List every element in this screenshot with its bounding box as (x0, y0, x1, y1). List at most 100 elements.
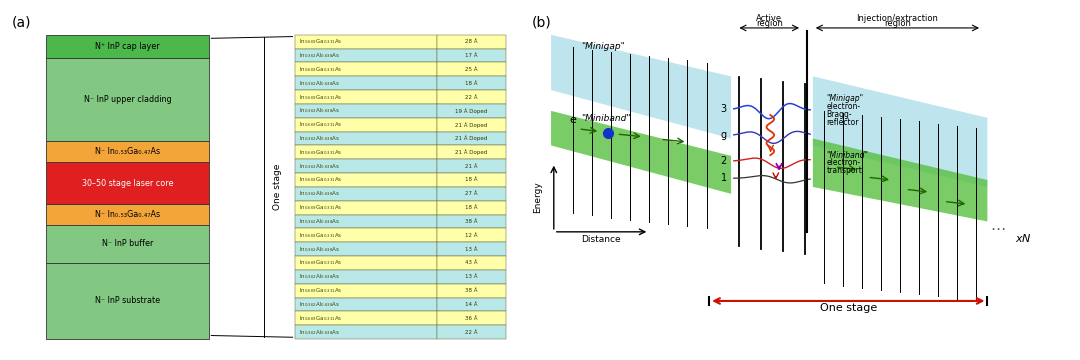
Bar (295, 132, 437, 145)
Text: One stage: One stage (273, 164, 282, 210)
Text: 27 Å: 27 Å (465, 191, 477, 196)
Text: 36 Å: 36 Å (465, 316, 477, 321)
Text: Injection/extraction: Injection/extraction (856, 14, 939, 23)
Bar (295, 145, 437, 159)
Bar (437, 104, 505, 118)
Bar (437, 173, 505, 187)
Text: $\rm In_{0.669}Ga_{0.331}As$: $\rm In_{0.669}Ga_{0.331}As$ (298, 286, 342, 295)
Text: 18 Å: 18 Å (465, 205, 477, 210)
Text: $\rm In_{0.362}Al_{0.638}As$: $\rm In_{0.362}Al_{0.638}As$ (298, 162, 340, 171)
Bar (295, 187, 437, 201)
Bar (46, 35, 208, 58)
Text: reflector: reflector (826, 118, 859, 127)
Polygon shape (551, 35, 731, 139)
Text: N⁻ In₀.₅₃Ga₀.₄₇As: N⁻ In₀.₅₃Ga₀.₄₇As (95, 210, 160, 219)
Bar (295, 297, 437, 311)
Text: 43 Å: 43 Å (465, 260, 477, 265)
Bar (437, 118, 505, 132)
Text: $\rm In_{0.362}Al_{0.638}As$: $\rm In_{0.362}Al_{0.638}As$ (298, 189, 340, 198)
Text: "Miniband": "Miniband" (826, 150, 868, 159)
Text: $\rm In_{0.362}Al_{0.638}As$: $\rm In_{0.362}Al_{0.638}As$ (298, 300, 340, 309)
Bar (295, 325, 437, 339)
Text: $\rm In_{0.669}Ga_{0.331}As$: $\rm In_{0.669}Ga_{0.331}As$ (298, 314, 342, 323)
Bar (437, 187, 505, 201)
Text: $\rm In_{0.669}Ga_{0.331}As$: $\rm In_{0.669}Ga_{0.331}As$ (298, 176, 342, 184)
Bar (437, 201, 505, 215)
Text: 30–50 stage laser core: 30–50 stage laser core (82, 179, 173, 188)
Text: 13 Å: 13 Å (465, 274, 477, 279)
Text: "Miniband": "Miniband" (581, 114, 631, 123)
Bar (295, 228, 437, 242)
Polygon shape (551, 111, 731, 194)
Text: 21 Å Doped: 21 Å Doped (456, 136, 487, 141)
Bar (437, 35, 505, 49)
Text: "Minigap": "Minigap" (826, 94, 864, 103)
Text: 21 Å Doped: 21 Å Doped (456, 122, 487, 127)
Text: 19 Å Doped: 19 Å Doped (456, 108, 487, 114)
Text: Energy: Energy (532, 181, 542, 213)
Text: 25 Å: 25 Å (465, 67, 477, 72)
Bar (46, 141, 208, 162)
Text: 12 Å: 12 Å (465, 233, 477, 238)
Bar (437, 242, 505, 256)
Text: 18 Å: 18 Å (465, 81, 477, 86)
Bar (437, 297, 505, 311)
Text: g: g (720, 130, 727, 140)
Bar (437, 145, 505, 159)
Text: 22 Å: 22 Å (465, 95, 477, 100)
Text: $\rm In_{0.669}Ga_{0.331}As$: $\rm In_{0.669}Ga_{0.331}As$ (298, 148, 342, 157)
Text: N⁻ InP substrate: N⁻ InP substrate (95, 297, 160, 305)
Bar (437, 311, 505, 325)
Bar (46, 58, 208, 141)
Text: electron-: electron- (826, 102, 861, 111)
Bar (295, 201, 437, 215)
Text: $\rm In_{0.362}Al_{0.638}As$: $\rm In_{0.362}Al_{0.638}As$ (298, 107, 340, 115)
Text: region: region (883, 19, 910, 28)
Text: $\rm In_{0.362}Al_{0.638}As$: $\rm In_{0.362}Al_{0.638}As$ (298, 272, 340, 281)
Bar (295, 49, 437, 63)
Text: $\rm In_{0.669}Ga_{0.331}As$: $\rm In_{0.669}Ga_{0.331}As$ (298, 120, 342, 129)
Bar (295, 242, 437, 256)
Bar (437, 132, 505, 145)
Text: 21 Å Doped: 21 Å Doped (456, 149, 487, 155)
Text: "Minigap": "Minigap" (581, 42, 625, 51)
Text: 38 Å: 38 Å (465, 219, 477, 224)
Text: 13 Å: 13 Å (465, 247, 477, 252)
Text: $\rm In_{0.362}Al_{0.638}As$: $\rm In_{0.362}Al_{0.638}As$ (298, 245, 340, 253)
Text: 2: 2 (720, 156, 727, 166)
Text: electron-: electron- (826, 158, 861, 167)
Text: transport: transport (826, 166, 862, 175)
Bar (437, 284, 505, 297)
Text: Distance: Distance (581, 235, 621, 244)
Text: 18 Å: 18 Å (465, 177, 477, 183)
Text: 21 Å: 21 Å (465, 164, 477, 169)
Bar (437, 159, 505, 173)
Text: $\rm In_{0.362}Al_{0.638}As$: $\rm In_{0.362}Al_{0.638}As$ (298, 51, 340, 60)
Text: $\it{x}$$\it{N}$: $\it{x}$$\it{N}$ (1015, 232, 1031, 244)
Text: Active: Active (756, 14, 782, 23)
Text: $\rm In_{0.362}Al_{0.638}As$: $\rm In_{0.362}Al_{0.638}As$ (298, 328, 340, 337)
Polygon shape (813, 76, 987, 187)
Text: $\rm In_{0.669}Ga_{0.331}As$: $\rm In_{0.669}Ga_{0.331}As$ (298, 203, 342, 212)
Bar (437, 325, 505, 339)
Text: N⁺ InP cap layer: N⁺ InP cap layer (95, 42, 160, 51)
Bar (46, 263, 208, 339)
Text: $\cdots$: $\cdots$ (990, 220, 1005, 235)
Bar (295, 256, 437, 270)
Text: 3: 3 (720, 104, 727, 114)
Text: (a): (a) (11, 16, 31, 30)
Bar (295, 76, 437, 90)
Text: region: region (756, 19, 783, 28)
Text: $\rm In_{0.669}Ga_{0.331}As$: $\rm In_{0.669}Ga_{0.331}As$ (298, 258, 342, 267)
Text: (b): (b) (532, 16, 552, 30)
Bar (295, 63, 437, 76)
Text: 38 Å: 38 Å (465, 288, 477, 293)
Text: N⁻ InP upper cladding: N⁻ InP upper cladding (84, 95, 172, 104)
Bar (295, 173, 437, 187)
Bar (437, 90, 505, 104)
Text: $\rm In_{0.669}Ga_{0.331}As$: $\rm In_{0.669}Ga_{0.331}As$ (298, 231, 342, 240)
Text: $\rm In_{0.362}Al_{0.638}As$: $\rm In_{0.362}Al_{0.638}As$ (298, 134, 340, 143)
Bar (295, 159, 437, 173)
Text: $\rm In_{0.669}Ga_{0.331}As$: $\rm In_{0.669}Ga_{0.331}As$ (298, 65, 342, 74)
Bar (437, 228, 505, 242)
